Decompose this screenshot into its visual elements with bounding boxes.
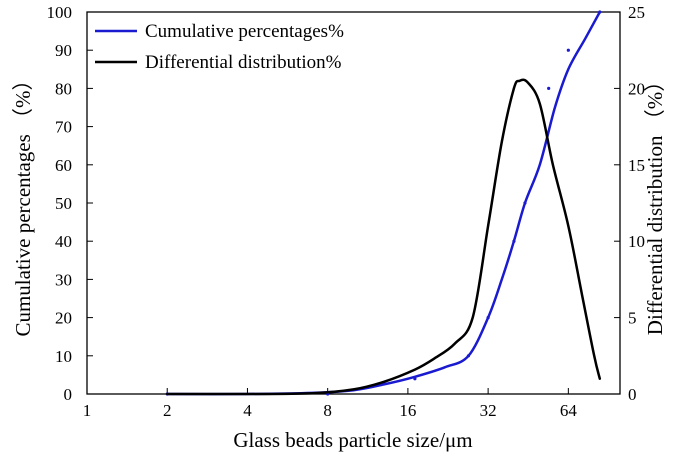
cumulative-point <box>547 86 551 90</box>
cumulative-point <box>523 201 527 205</box>
right-tick-label: 5 <box>628 309 637 328</box>
x-tick-label: 32 <box>480 401 497 420</box>
left-axis-ticks: 0 10 20 30 40 50 60 70 80 90 100 <box>47 3 93 404</box>
x-axis-title: Glass beads particle size/μm <box>233 428 472 452</box>
left-tick-label: 70 <box>55 118 72 137</box>
legend: Cumulative percentages% Differential dis… <box>95 21 344 73</box>
differential-line <box>165 78 602 396</box>
right-tick-label: 15 <box>628 156 645 175</box>
right-tick-label: 25 <box>628 3 645 22</box>
right-axis-title: Differential distribution （%） <box>643 71 667 335</box>
legend-label-differential: Differential distribution% <box>145 52 342 73</box>
right-tick-label: 20 <box>628 79 645 98</box>
cumulative-point <box>598 10 602 14</box>
x-tick-label: 64 <box>560 401 578 420</box>
left-tick-label: 100 <box>47 3 73 22</box>
cumulative-point <box>413 377 417 381</box>
cumulative-point <box>566 48 570 52</box>
x-axis-ticks: 1 2 4 8 16 32 64 <box>83 388 578 420</box>
left-tick-label: 0 <box>64 385 73 404</box>
left-tick-label: 80 <box>55 79 72 98</box>
left-axis-title: Cumulative percentages （%） <box>11 69 35 336</box>
left-tick-label: 10 <box>55 347 72 366</box>
left-tick-label: 50 <box>55 194 72 213</box>
x-tick-label: 2 <box>163 401 172 420</box>
right-axis-ticks: 0 5 10 15 20 25 <box>614 3 645 404</box>
legend-label-cumulative: Cumulative percentages% <box>145 21 344 42</box>
right-tick-label: 10 <box>628 232 645 251</box>
left-tick-label: 60 <box>55 156 72 175</box>
right-tick-label: 0 <box>628 385 637 404</box>
x-tick-label: 1 <box>83 401 92 420</box>
cumulative-point <box>486 316 490 320</box>
left-tick-label: 40 <box>55 232 72 251</box>
left-tick-label: 30 <box>55 270 72 289</box>
x-tick-label: 8 <box>323 401 332 420</box>
cumulative-point <box>512 239 516 243</box>
x-tick-label: 4 <box>243 401 252 420</box>
x-tick-label: 16 <box>399 401 416 420</box>
cumulative-point <box>466 354 471 358</box>
left-tick-label: 20 <box>55 309 72 328</box>
series-layer <box>165 10 602 396</box>
left-tick-label: 90 <box>55 41 72 60</box>
